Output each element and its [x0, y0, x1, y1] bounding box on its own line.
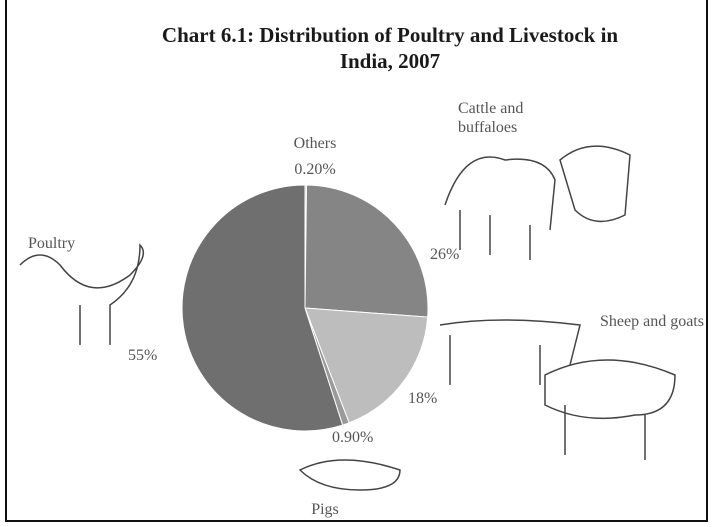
value-label: 26% [430, 245, 459, 264]
page: Chart 6.1: Distribution of Poultry and L… [0, 0, 717, 527]
value-label: 0.90% [332, 428, 373, 447]
sheep-sketch [545, 360, 675, 460]
rooster-sketch [20, 245, 143, 345]
chart-title: Chart 6.1: Distribution of Poultry and L… [140, 22, 640, 74]
category-label: Sheep and goats [600, 312, 710, 331]
category-label: Others [275, 134, 355, 153]
pig-sketch [300, 460, 400, 490]
buffalo-sketch [560, 146, 630, 221]
cattle-sketch [445, 157, 555, 260]
category-label: Pigs [305, 500, 345, 519]
pie-slice [305, 185, 428, 317]
chart [0, 0, 717, 527]
category-label: Poultry [28, 234, 108, 253]
category-label: Cattle and buffaloes [458, 99, 568, 137]
value-label: 55% [128, 346, 157, 365]
goat-sketch [440, 320, 580, 385]
value-label: 0.20% [275, 160, 355, 179]
value-label: 18% [408, 389, 437, 408]
